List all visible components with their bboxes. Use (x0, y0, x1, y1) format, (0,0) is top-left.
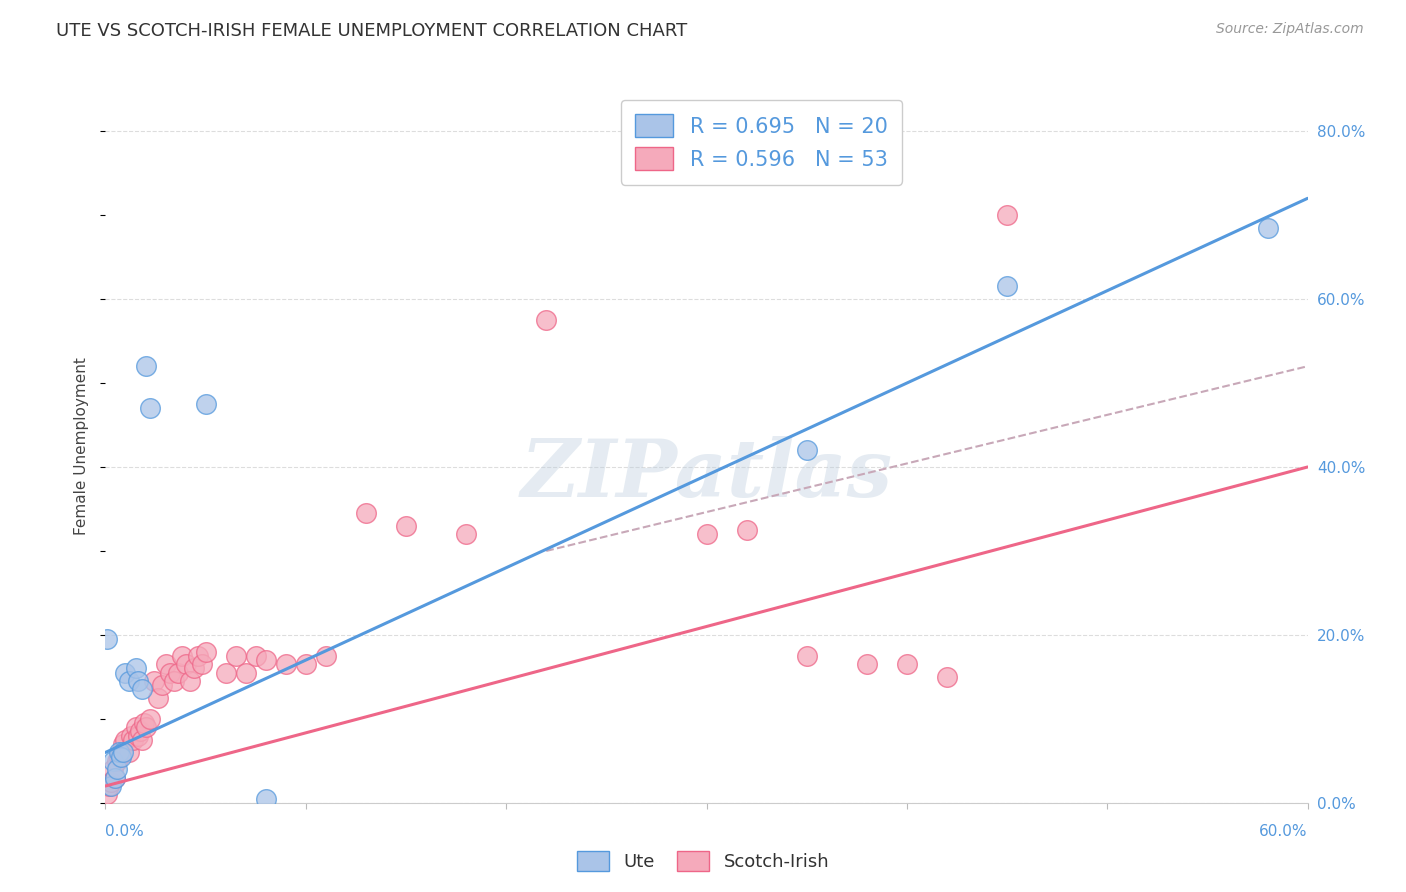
Point (179, 674, 201, 689)
Point (118, 674, 141, 689)
Point (187, 648, 209, 663)
Point (138, 401, 160, 416)
Point (104, 771, 127, 785)
Point (103, 762, 125, 776)
Point (107, 762, 129, 776)
Point (104, 771, 127, 785)
Point (150, 678, 173, 692)
Point (235, 665, 257, 680)
Point (855, 657, 877, 672)
Point (225, 648, 247, 663)
Point (110, 746, 132, 760)
Point (274, 657, 297, 672)
Point (166, 665, 188, 680)
Point (194, 397, 217, 411)
Point (127, 674, 149, 689)
Point (108, 749, 131, 764)
Point (138, 712, 160, 726)
Point (735, 523, 758, 537)
Point (131, 682, 153, 697)
Point (112, 746, 135, 760)
Legend: Ute, Scotch-Irish: Ute, Scotch-Irish (569, 844, 837, 879)
Point (135, 720, 157, 734)
Point (98, 779, 121, 793)
Point (96, 632, 118, 646)
Point (170, 648, 193, 663)
Point (131, 732, 153, 747)
Point (190, 657, 212, 672)
Point (254, 791, 277, 805)
Point (114, 665, 136, 680)
Point (534, 313, 557, 327)
Point (194, 645, 217, 659)
Point (124, 661, 146, 675)
Point (995, 279, 1018, 293)
Point (118, 746, 141, 760)
Text: ZIPatlas: ZIPatlas (520, 436, 893, 513)
Point (135, 359, 157, 374)
Point (295, 657, 318, 672)
Point (896, 657, 918, 672)
Point (174, 657, 197, 672)
Point (696, 527, 718, 541)
Point (395, 518, 418, 533)
Point (183, 661, 205, 675)
Point (122, 732, 145, 747)
Text: 0.0%: 0.0% (105, 824, 145, 838)
Point (245, 648, 267, 663)
Point (162, 674, 184, 689)
Point (96, 788, 118, 802)
Point (796, 648, 818, 663)
Point (146, 690, 169, 705)
Point (107, 754, 129, 768)
Text: UTE VS SCOTCH-IRISH FEMALE UNEMPLOYMENT CORRELATION CHART: UTE VS SCOTCH-IRISH FEMALE UNEMPLOYMENT … (56, 22, 688, 40)
Point (454, 527, 477, 541)
Point (159, 665, 181, 680)
Point (354, 506, 377, 520)
Point (121, 729, 143, 743)
Point (100, 779, 122, 793)
Point (254, 653, 277, 667)
Point (108, 746, 131, 760)
Point (128, 724, 150, 739)
Point (127, 729, 149, 743)
Point (124, 720, 146, 734)
Legend: R = 0.695   N = 20, R = 0.596   N = 53: R = 0.695 N = 20, R = 0.596 N = 53 (621, 100, 903, 185)
Point (114, 732, 136, 747)
Point (315, 648, 337, 663)
Point (112, 737, 135, 751)
Point (132, 716, 155, 731)
Text: Source: ZipAtlas.com: Source: ZipAtlas.com (1216, 22, 1364, 37)
Point (100, 774, 122, 789)
Point (995, 208, 1018, 222)
Point (796, 443, 818, 458)
Point (103, 754, 125, 768)
Point (936, 670, 959, 684)
Point (142, 674, 165, 689)
Y-axis label: Female Unemployment: Female Unemployment (75, 357, 90, 535)
Point (1257, 220, 1279, 235)
Point (214, 665, 236, 680)
Point (155, 657, 177, 672)
Point (110, 749, 132, 764)
Text: 60.0%: 60.0% (1260, 824, 1308, 838)
